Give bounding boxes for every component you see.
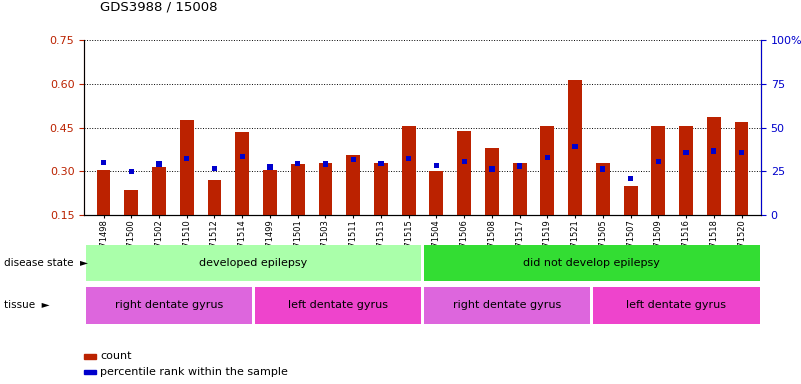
Bar (656, 159, 661, 164)
Bar (295, 161, 300, 166)
Bar (489, 166, 494, 172)
Bar (485, 148, 499, 259)
Text: developed epilepsy: developed epilepsy (199, 258, 308, 268)
Bar (129, 169, 134, 174)
Bar (541, 126, 554, 259)
Text: tissue  ►: tissue ► (4, 300, 50, 310)
Bar (86, 287, 252, 324)
Bar (211, 166, 217, 171)
Text: right dentate gyrus: right dentate gyrus (115, 300, 223, 310)
Bar (651, 126, 666, 259)
Bar (600, 166, 606, 172)
Text: right dentate gyrus: right dentate gyrus (453, 300, 562, 310)
Text: left dentate gyrus: left dentate gyrus (626, 300, 727, 310)
Bar (517, 164, 522, 169)
Bar (268, 164, 272, 170)
Bar (406, 156, 411, 161)
Bar (255, 287, 421, 324)
Bar (374, 163, 388, 259)
Bar (683, 150, 689, 155)
Bar (461, 159, 467, 164)
Bar (739, 150, 744, 155)
Bar (86, 245, 421, 281)
Bar (628, 176, 634, 181)
Bar (319, 163, 332, 259)
Bar (235, 132, 249, 259)
Bar (457, 131, 471, 259)
Bar (184, 156, 189, 161)
Bar (323, 161, 328, 167)
Bar (378, 161, 384, 166)
Bar (351, 157, 356, 162)
Text: GDS3988 / 15008: GDS3988 / 15008 (100, 0, 218, 13)
Bar (424, 245, 759, 281)
Bar (263, 170, 277, 259)
Bar (513, 163, 526, 259)
Bar (179, 121, 194, 259)
Bar (711, 148, 716, 154)
Bar (735, 122, 748, 259)
Bar (624, 186, 638, 259)
Text: did not develop epilepsy: did not develop epilepsy (523, 258, 660, 268)
Bar (429, 171, 443, 259)
Text: count: count (100, 351, 131, 361)
Bar (573, 144, 578, 149)
Text: disease state  ►: disease state ► (4, 258, 88, 268)
Text: percentile rank within the sample: percentile rank within the sample (100, 367, 288, 377)
Bar (402, 126, 416, 259)
Bar (346, 156, 360, 259)
Bar (706, 118, 721, 259)
Bar (207, 179, 221, 259)
Bar (424, 287, 590, 324)
Text: left dentate gyrus: left dentate gyrus (288, 300, 388, 310)
Bar (596, 163, 610, 259)
Bar (239, 154, 245, 159)
Bar (434, 163, 439, 168)
Bar (291, 164, 304, 259)
Bar (594, 287, 759, 324)
Bar (124, 190, 139, 259)
Bar (101, 160, 107, 165)
Bar (152, 167, 166, 259)
Bar (545, 155, 550, 160)
Bar (156, 161, 162, 167)
Bar (97, 170, 111, 259)
Bar (679, 126, 693, 259)
Bar (568, 79, 582, 259)
